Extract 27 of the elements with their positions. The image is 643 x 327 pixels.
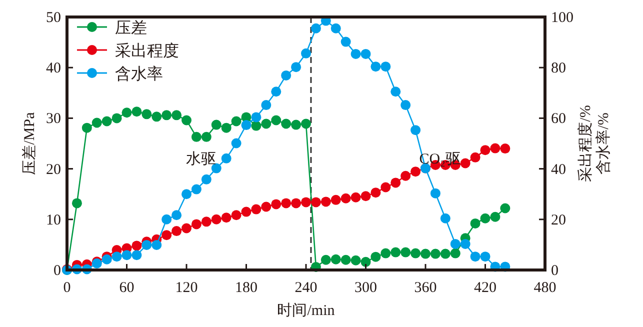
x-tick-label: 480 bbox=[534, 280, 556, 296]
y-tick-label: 40 bbox=[46, 60, 61, 77]
y2-tick-label: 60 bbox=[551, 111, 566, 128]
x-tick-label: 360 bbox=[414, 280, 437, 296]
y-tick-label: 10 bbox=[46, 212, 61, 228]
y-tick-label: 0 bbox=[54, 263, 61, 279]
annotation: 水驱 bbox=[186, 152, 216, 168]
y2-tick-label: 80 bbox=[551, 60, 566, 77]
x-tick-label: 240 bbox=[294, 280, 318, 296]
y2-tick-label: 40 bbox=[551, 162, 566, 178]
legend-label: 含水率 bbox=[115, 65, 163, 83]
ylabel: 压差/MPa bbox=[22, 112, 38, 175]
x-tick-label: 0 bbox=[63, 280, 71, 296]
x-tick-label: 60 bbox=[119, 280, 134, 296]
legend-label: 采出程度 bbox=[115, 42, 179, 60]
legend-label: 压差 bbox=[115, 19, 147, 37]
y-tick-label: 20 bbox=[46, 162, 61, 178]
x-tick-label: 420 bbox=[474, 280, 496, 296]
x-tick-label: 120 bbox=[175, 280, 198, 296]
y-tick-label: 30 bbox=[46, 111, 61, 128]
xlabel: 时间/min bbox=[277, 303, 335, 319]
y2-tick-label: 20 bbox=[551, 212, 566, 228]
y2-tick-label: 0 bbox=[551, 263, 558, 279]
x-tick-label: 300 bbox=[354, 280, 377, 296]
y-tick-label: 50 bbox=[46, 10, 61, 26]
x-tick-label: 180 bbox=[235, 280, 258, 296]
y2-tick-label: 100 bbox=[551, 10, 574, 26]
